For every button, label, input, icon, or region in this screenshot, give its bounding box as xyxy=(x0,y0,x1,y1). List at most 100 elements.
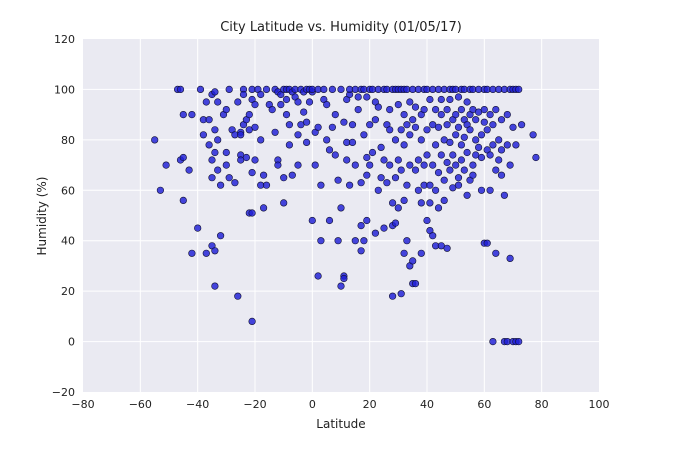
data-point xyxy=(282,95,291,104)
data-point xyxy=(156,186,164,194)
data-point xyxy=(285,141,294,149)
data-point xyxy=(420,161,428,169)
data-point xyxy=(480,105,488,114)
data-point xyxy=(443,158,451,167)
data-point xyxy=(323,100,331,109)
data-point xyxy=(225,174,233,182)
data-point xyxy=(205,116,213,124)
data-point xyxy=(486,186,494,194)
data-point xyxy=(262,85,271,93)
data-point xyxy=(495,136,503,144)
x-tick-label: −40 xyxy=(186,398,209,411)
data-point xyxy=(202,98,210,106)
data-point xyxy=(234,292,242,300)
data-point xyxy=(475,143,483,151)
data-point xyxy=(257,136,265,144)
data-point xyxy=(454,93,463,101)
data-point xyxy=(480,118,488,126)
data-point xyxy=(211,282,219,290)
data-point xyxy=(162,161,170,169)
data-points xyxy=(151,85,540,346)
data-point xyxy=(489,338,497,346)
data-point xyxy=(411,103,420,111)
data-point xyxy=(529,131,537,139)
data-point xyxy=(217,232,225,240)
data-point xyxy=(354,105,362,114)
data-point xyxy=(406,161,414,169)
data-point xyxy=(277,100,285,109)
data-point xyxy=(440,176,448,184)
y-tick-label: 0 xyxy=(68,336,75,349)
data-point xyxy=(437,110,445,119)
data-point xyxy=(483,239,491,247)
data-point xyxy=(437,95,445,104)
data-point xyxy=(280,174,288,182)
data-point xyxy=(429,161,437,169)
data-point xyxy=(222,105,230,114)
data-point xyxy=(400,196,408,204)
data-point xyxy=(503,110,511,119)
data-point xyxy=(400,141,408,149)
data-point xyxy=(314,123,322,131)
data-point xyxy=(386,105,394,114)
data-point xyxy=(348,121,357,129)
data-point xyxy=(443,105,451,114)
data-point xyxy=(411,280,420,288)
data-point xyxy=(423,216,431,225)
data-point xyxy=(317,181,325,189)
data-point xyxy=(463,148,471,157)
data-point xyxy=(380,224,388,232)
x-axis-label: Latitude xyxy=(316,417,365,431)
data-point xyxy=(403,237,411,245)
data-point xyxy=(217,181,225,189)
data-point xyxy=(460,133,468,141)
x-tick-label: 100 xyxy=(589,398,610,411)
data-point xyxy=(437,151,445,159)
data-point xyxy=(389,199,397,207)
data-point xyxy=(337,204,345,212)
y-tick-label: 60 xyxy=(61,184,75,197)
data-point xyxy=(363,153,371,162)
data-point xyxy=(497,146,506,154)
data-point xyxy=(434,123,443,131)
data-point xyxy=(423,151,431,159)
data-point xyxy=(374,103,382,111)
data-point xyxy=(208,174,216,182)
data-point xyxy=(391,174,400,182)
x-tick-label: 0 xyxy=(309,398,316,411)
data-point xyxy=(314,272,322,280)
data-point xyxy=(417,249,425,257)
data-point xyxy=(371,229,380,237)
data-point xyxy=(325,146,334,154)
y-tick-label: 20 xyxy=(61,285,75,298)
data-point xyxy=(492,105,500,114)
x-tick-labels: −80 −60 −40 −20 0 20 40 60 80 100 xyxy=(71,398,609,411)
data-point xyxy=(463,191,471,199)
data-point xyxy=(334,176,342,184)
data-point xyxy=(397,166,405,174)
data-point xyxy=(406,98,414,106)
data-point xyxy=(294,161,302,169)
data-point xyxy=(280,199,288,207)
data-point xyxy=(257,90,265,99)
data-point xyxy=(394,204,402,212)
data-point xyxy=(426,95,434,104)
data-point xyxy=(446,166,454,174)
data-point xyxy=(211,148,219,157)
data-point xyxy=(469,171,477,179)
data-point xyxy=(472,116,480,124)
data-point xyxy=(320,85,328,93)
data-point xyxy=(194,224,202,232)
data-point xyxy=(417,199,425,207)
data-point xyxy=(414,186,423,194)
data-point xyxy=(366,161,374,169)
data-point xyxy=(440,196,448,204)
data-point xyxy=(400,110,408,119)
data-point xyxy=(394,156,402,164)
data-point xyxy=(446,138,454,146)
data-point xyxy=(406,131,414,139)
data-point xyxy=(432,186,440,194)
data-point xyxy=(492,249,500,257)
data-point xyxy=(443,121,451,129)
data-point xyxy=(486,151,494,159)
